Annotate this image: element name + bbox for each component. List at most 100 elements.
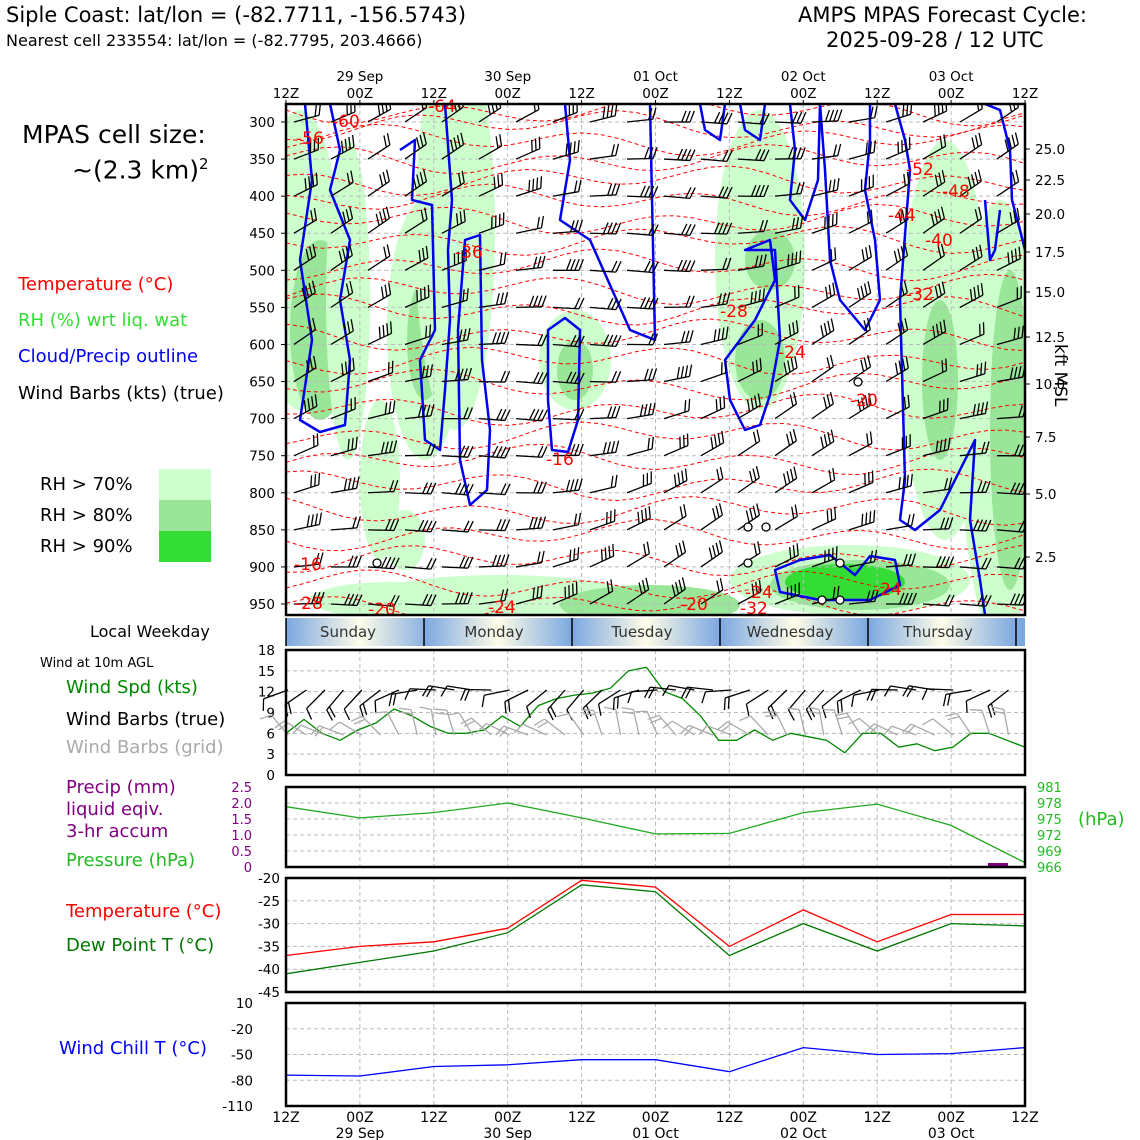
wind-barb-flag (726, 112, 733, 125)
wind-barb-flag (789, 546, 792, 560)
wind-barb-flag (726, 257, 732, 270)
wind-barb (330, 181, 354, 197)
contour-label: -36 (455, 243, 483, 263)
wind-barb-flag (834, 247, 837, 260)
wind-barb-flag (422, 482, 429, 494)
wind-barb-flag (684, 365, 689, 378)
wind-barb-flag (799, 216, 804, 229)
contour-label: -20 (850, 391, 878, 411)
wind-barb-flag (800, 181, 805, 194)
wind-barb (981, 710, 991, 736)
wind-barb-flag (573, 180, 578, 193)
wind-barb-flag (491, 332, 497, 345)
wind-barb-flag (749, 470, 754, 483)
wind-barb-flag (504, 409, 511, 421)
kft-tick: 20.0 (1035, 207, 1065, 223)
wind-barb-flag (467, 446, 474, 458)
top-hour-tick: 00Z (347, 86, 373, 102)
pressure-level-tick: 400 (249, 189, 275, 205)
wind-barb-flag (541, 255, 546, 268)
bottom-date-label: 03 Oct (928, 1126, 975, 1140)
title-forecast-date: 2025-09-28 / 12 UTC (826, 28, 1044, 52)
wind-barb-flag (834, 712, 847, 717)
wind-barb (330, 408, 356, 420)
wind-barb-flag (757, 393, 761, 406)
top-hour-tick: 12Z (421, 86, 447, 102)
wind-barb (959, 333, 985, 346)
wind-barb-flag (652, 147, 658, 159)
wind-barb-flag (701, 691, 707, 704)
wind-barb (885, 113, 912, 123)
wind-barb-flag (759, 112, 766, 125)
wind-barb-flag (454, 592, 461, 605)
wind-barb-flag (314, 726, 324, 737)
wind-barb-flag (1009, 482, 1017, 494)
wind-barb-flag (863, 320, 868, 333)
wind-barb-flag (673, 474, 677, 487)
wind-barb-flag (1011, 250, 1014, 263)
top-hour-tick: 00Z (494, 86, 520, 102)
wind-barb-flag (454, 368, 460, 381)
wind-barb-flag (680, 724, 690, 735)
wind-barb-flag (648, 107, 653, 120)
top-hour-tick: 12Z (568, 86, 594, 102)
wind-barb-flag (422, 520, 429, 532)
wind-barb (626, 118, 653, 123)
wind-barb-flag (935, 555, 942, 568)
wind-barb-flag (537, 516, 542, 529)
wind-barb (959, 108, 983, 123)
wind-barb (700, 121, 727, 125)
wind-barb-flag (980, 402, 985, 415)
wind-barb-flag (464, 689, 470, 701)
wind-barb-flag (971, 174, 976, 187)
wind-ytick: 9 (266, 706, 275, 722)
wind-barb-flag (979, 244, 983, 257)
wind-barb (811, 366, 834, 383)
wind-barb (996, 219, 1020, 234)
pressure-level-tick: 950 (249, 597, 275, 613)
wind-barb-flag (426, 557, 433, 570)
temperature-line (285, 879, 1025, 957)
wind-barb-flag (343, 593, 351, 606)
wind-barb-flag (504, 519, 511, 531)
wind-barb-flag (754, 290, 757, 303)
pressure-ytick: 978 (1037, 797, 1062, 812)
wind-barb-flag (753, 543, 758, 556)
wind-barb-flag (830, 318, 835, 331)
contour-label: -16 (294, 555, 322, 575)
pressure-level-tick: 300 (249, 115, 275, 131)
wind-chill-panel: 10 -20 -50 -80 -110 (222, 996, 1027, 1115)
wind-ytick: 0 (266, 768, 275, 784)
wind-barb-flag (315, 552, 320, 565)
wind-barb-flag (644, 185, 651, 198)
wind-barb-flag (716, 469, 720, 482)
rh-region (560, 585, 740, 615)
wind-barb-flag (458, 329, 463, 342)
wind-barb (284, 720, 307, 736)
wind-barb (568, 713, 585, 736)
wind-barb (750, 715, 769, 736)
wind-barb-flag (689, 149, 696, 161)
wind-barb-flag (648, 185, 655, 198)
wind-barb (343, 689, 363, 710)
wind-barb (727, 721, 751, 736)
cloud-precip-outline (983, 199, 1002, 262)
wind-barb (515, 187, 541, 197)
wind-barb (515, 562, 542, 568)
wind-barb-flag (307, 398, 311, 411)
wind-barb-flag (652, 402, 656, 415)
wind-barb-flag (680, 330, 686, 343)
wind-barb-flag (578, 219, 584, 232)
wind-barb-flag (1014, 482, 1021, 495)
wind-barb-flag (749, 508, 754, 521)
wind-barb-flag (352, 357, 355, 370)
wind-barb (811, 120, 839, 123)
wind-barb-flag (976, 364, 979, 377)
wind-barb-flag (610, 475, 614, 488)
wind-barb (339, 721, 363, 736)
wind-barb (688, 724, 714, 736)
legend-rh80-swatch (159, 500, 211, 531)
wind-barb-flag (763, 710, 776, 714)
wind-barb-flag (382, 324, 385, 337)
